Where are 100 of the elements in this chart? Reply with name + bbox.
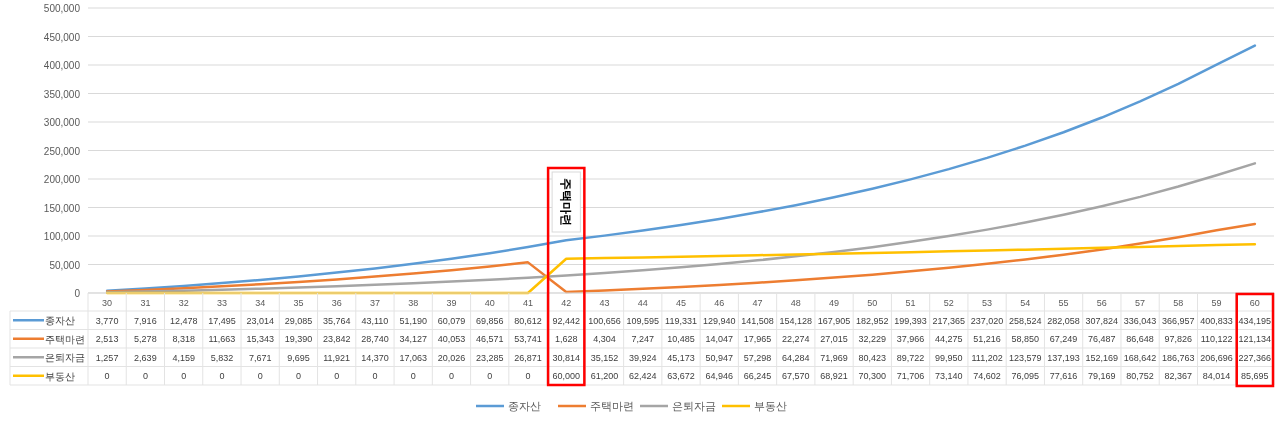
x-tick-label: 55 bbox=[1058, 298, 1069, 308]
data-label: 100,656 bbox=[588, 315, 621, 326]
data-label: 186,763 bbox=[1162, 352, 1195, 363]
data-label: 23,842 bbox=[322, 334, 351, 345]
data-label: 206,696 bbox=[1200, 352, 1233, 363]
data-label: 19,390 bbox=[284, 334, 313, 345]
data-label: 7,247 bbox=[631, 334, 655, 345]
y-tick-label: 50,000 bbox=[49, 259, 81, 271]
data-label: 121,134 bbox=[1238, 334, 1272, 345]
data-label: 152,169 bbox=[1085, 352, 1119, 363]
data-label: 7,671 bbox=[248, 352, 272, 363]
data-label: 92,442 bbox=[552, 315, 580, 326]
x-tick-label: 51 bbox=[905, 298, 916, 308]
x-tick-label: 49 bbox=[829, 298, 840, 308]
data-label: 168,642 bbox=[1123, 352, 1157, 363]
x-tick-label: 34 bbox=[255, 298, 266, 308]
data-label: 5,278 bbox=[134, 334, 157, 345]
y-tick-label: 150,000 bbox=[43, 202, 81, 214]
y-tick-label: 100,000 bbox=[43, 231, 81, 242]
data-label: 2,639 bbox=[134, 352, 157, 363]
data-label: 282,058 bbox=[1047, 315, 1080, 326]
x-tick-label: 41 bbox=[522, 298, 533, 308]
data-label: 366,957 bbox=[1162, 315, 1195, 326]
data-label: 0 bbox=[372, 371, 378, 382]
y-tick-label: 500,000 bbox=[43, 3, 81, 14]
x-tick-label: 59 bbox=[1211, 298, 1222, 308]
data-label: 64,284 bbox=[782, 352, 810, 363]
data-label: 53,741 bbox=[514, 334, 542, 345]
data-label: 0 bbox=[410, 371, 416, 382]
data-label: 20,026 bbox=[437, 352, 466, 363]
data-label: 110,122 bbox=[1200, 334, 1233, 345]
data-label: 84,014 bbox=[1202, 371, 1231, 382]
legend: 종자산 주택마련 은퇴자금 부동산 bbox=[476, 400, 787, 412]
y-tick-label: 250,000 bbox=[43, 145, 81, 157]
data-label: 44,275 bbox=[935, 334, 963, 345]
data-label: 336,043 bbox=[1123, 315, 1157, 326]
data-label: 26,871 bbox=[514, 352, 542, 363]
data-label: 0 bbox=[104, 371, 110, 382]
data-label: 34,127 bbox=[399, 334, 427, 345]
data-label: 17,063 bbox=[399, 352, 427, 363]
data-label: 0 bbox=[219, 371, 225, 382]
data-label: 27,015 bbox=[820, 334, 848, 345]
data-label: 51,216 bbox=[973, 334, 1001, 345]
legend-label: 종자산 bbox=[45, 315, 75, 327]
data-label: 43,110 bbox=[361, 315, 389, 326]
x-tick-label: 47 bbox=[752, 298, 763, 308]
data-label: 60,000 bbox=[552, 371, 580, 382]
x-tick-label: 39 bbox=[446, 298, 457, 308]
data-label: 39,924 bbox=[628, 352, 657, 363]
x-tick-label: 36 bbox=[331, 298, 342, 308]
data-label: 63,672 bbox=[667, 371, 695, 382]
data-label: 15,343 bbox=[246, 334, 274, 345]
data-label: 154,128 bbox=[779, 315, 813, 326]
y-tick-label: 200,000 bbox=[43, 174, 81, 185]
data-label: 61,200 bbox=[590, 371, 619, 382]
data-label: 141,508 bbox=[741, 315, 774, 326]
annotation: 주택마련 bbox=[559, 178, 574, 226]
data-label: 64,946 bbox=[705, 371, 734, 382]
data-label: 11,921 bbox=[323, 352, 351, 363]
data-label: 167,905 bbox=[817, 315, 851, 326]
data-label: 10,485 bbox=[667, 334, 695, 345]
data-label: 74,602 bbox=[973, 371, 1001, 382]
data-label: 11,663 bbox=[208, 334, 236, 345]
data-label: 80,423 bbox=[858, 352, 887, 363]
legend-label: 은퇴자금 bbox=[45, 352, 85, 364]
data-label: 67,570 bbox=[782, 371, 810, 382]
data-label: 80,752 bbox=[1126, 371, 1154, 382]
data-label: 97,826 bbox=[1164, 334, 1193, 345]
data-label: 76,095 bbox=[1011, 371, 1040, 382]
data-label: 4,304 bbox=[593, 334, 616, 345]
data-label: 0 bbox=[487, 371, 493, 382]
data-label: 237,020 bbox=[970, 315, 1004, 326]
x-tick-label: 46 bbox=[714, 298, 725, 308]
x-tick-label: 44 bbox=[637, 298, 648, 308]
data-label: 66,245 bbox=[743, 371, 772, 382]
data-label: 85,695 bbox=[1241, 371, 1269, 382]
data-label: 3,770 bbox=[95, 315, 119, 326]
data-label: 67,249 bbox=[1049, 334, 1078, 345]
legend-label: 부동산 bbox=[45, 370, 75, 382]
data-label: 28,740 bbox=[361, 334, 389, 345]
x-tick-label: 50 bbox=[867, 298, 878, 308]
x-tick-label: 53 bbox=[982, 298, 993, 308]
data-label: 68,921 bbox=[820, 371, 848, 382]
data-label: 129,940 bbox=[702, 315, 736, 326]
x-tick-label: 35 bbox=[293, 298, 304, 308]
x-tick-label: 52 bbox=[943, 298, 954, 308]
data-label: 23,285 bbox=[475, 352, 504, 363]
data-label: 62,424 bbox=[628, 371, 657, 382]
data-label: 137,193 bbox=[1047, 352, 1080, 363]
data-label: 99,950 bbox=[935, 352, 963, 363]
y-tick-label: 450,000 bbox=[43, 31, 81, 43]
data-label: 400,833 bbox=[1200, 315, 1233, 326]
data-label: 8,318 bbox=[172, 334, 195, 345]
data-label: 69,856 bbox=[475, 315, 504, 326]
x-tick-label: 37 bbox=[369, 298, 380, 308]
data-label: 58,850 bbox=[1011, 334, 1040, 345]
data-label: 7,916 bbox=[134, 315, 157, 326]
data-label: 35,152 bbox=[590, 352, 619, 363]
data-label: 307,824 bbox=[1085, 315, 1119, 326]
data-label: 70,300 bbox=[858, 371, 887, 382]
